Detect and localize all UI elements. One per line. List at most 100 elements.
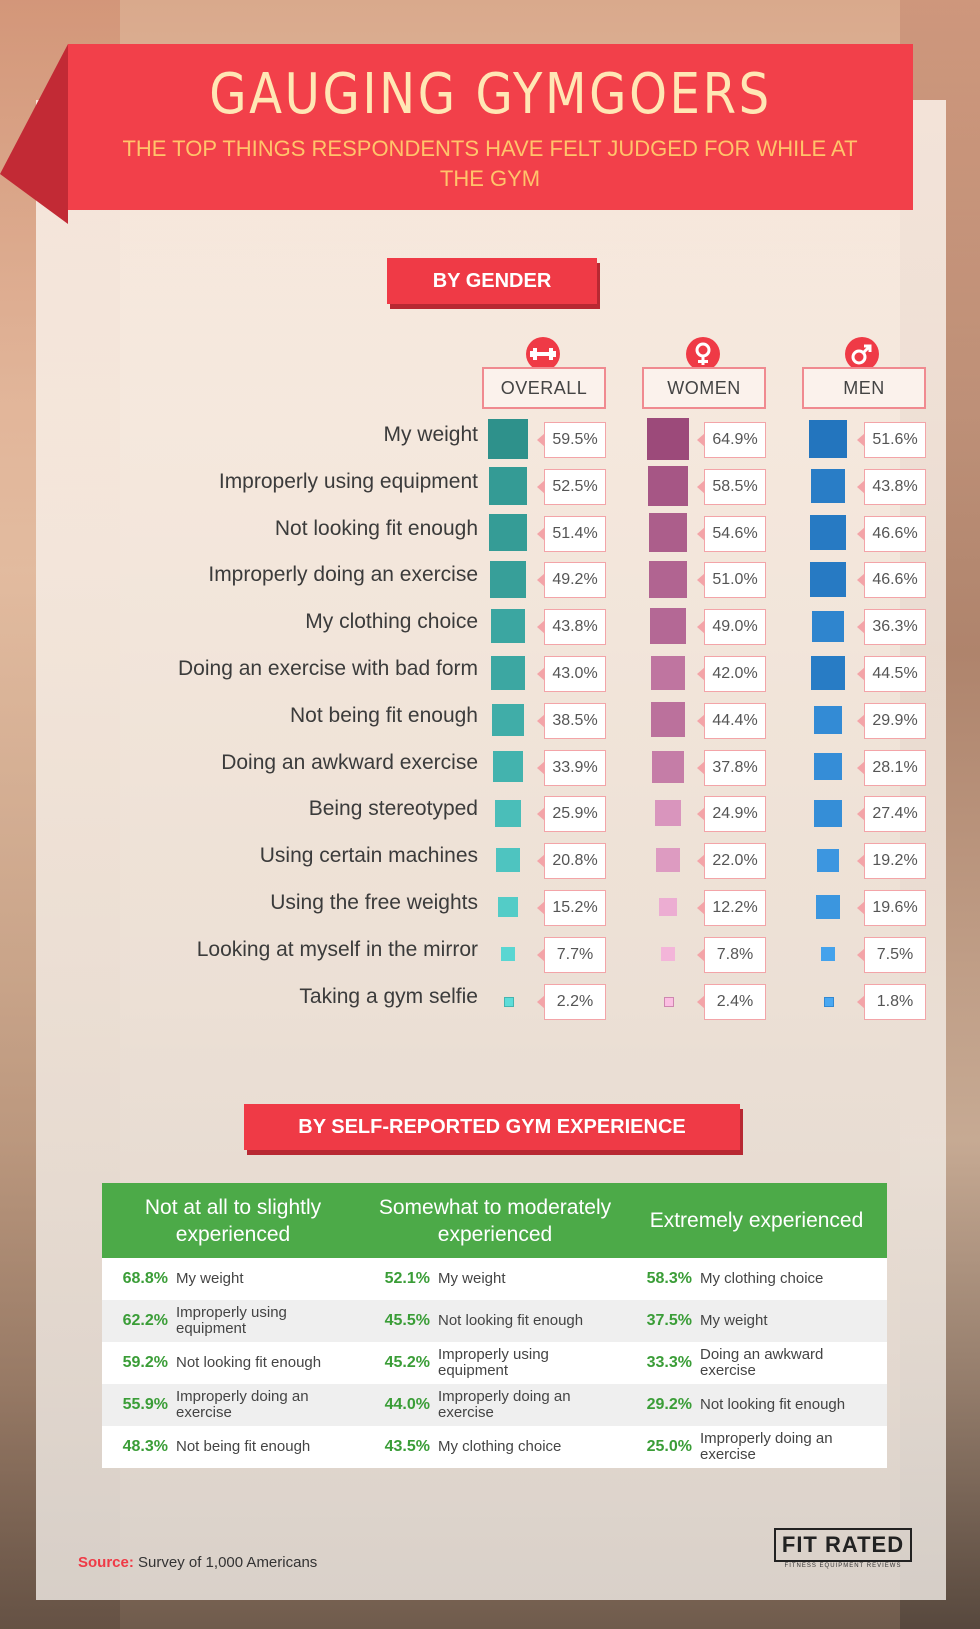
column-header-men: MEN [802,367,926,409]
value-square-overall [496,848,520,873]
experience-percent: 33.3% [646,1354,692,1371]
row-label: Improperly doing an exercise [208,563,478,587]
experience-label: Not looking fit enough [438,1312,584,1329]
value-label-women: 44.4% [697,702,766,739]
value-square-women [649,560,687,598]
experience-row: 29.2% Not looking fit enough [626,1384,887,1426]
value-square-overall [489,561,527,598]
experience-label: Improperly doing an exercise [176,1388,309,1421]
value-square-men [814,752,842,781]
experience-row: 43.5% My clothing choice [364,1426,626,1468]
experience-row: 62.2% Improperly using equipment [102,1300,364,1342]
experience-percent: 58.3% [646,1270,692,1287]
row-label: Improperly using equipment [218,469,478,493]
experience-percent: 44.0% [384,1396,430,1413]
value-square-men [816,848,840,872]
value-square-men [820,946,836,961]
value-label-women: 64.9% [697,422,766,458]
value-square-women [660,946,676,962]
value-square-women [648,465,688,506]
experience-percent: 29.2% [646,1396,692,1413]
value-square-women [648,513,688,552]
value-square-women [655,847,681,873]
row-label: Being stereotyped [308,797,478,821]
value-label-overall: 33.9% [537,749,606,786]
value-label-women: 54.6% [697,515,766,552]
row-label: Using certain machines [259,844,478,868]
value-label-men: 46.6% [857,562,926,599]
experience-label: Not being fit enough [176,1438,311,1455]
experience-label: My weight [176,1270,244,1287]
value-label-overall: 20.8% [537,843,606,880]
value-square-overall [489,513,527,552]
value-square-women [650,702,686,738]
male-symbol-icon [845,337,879,371]
value-square-men [810,468,846,504]
value-square-men [816,895,840,919]
experience-percent: 55.9% [122,1396,168,1413]
value-square-men [810,514,846,551]
experience-row: 33.3% Doing an awkward exercise [626,1342,887,1384]
value-label-women: 37.8% [697,749,766,786]
experience-row: 59.2% Not looking fit enough [102,1342,364,1384]
value-square-men [809,420,847,458]
experience-label: Improperly using equipment [176,1304,287,1337]
value-square-overall [489,466,527,505]
column-header-overall: OVERALL [482,367,606,409]
row-label: My clothing choice [305,610,478,634]
value-label-overall: 15.2% [537,890,606,926]
experience-label: My clothing choice [700,1270,824,1287]
value-label-women: 51.0% [697,562,766,599]
value-square-men [812,610,844,642]
value-label-overall: 7.7% [537,936,606,973]
source-label: Source: [78,1554,134,1571]
row-label: Looking at myself in the mirror [196,937,478,961]
row-label: Doing an exercise with bad form [178,657,478,680]
experience-percent: 45.5% [384,1312,430,1329]
experience-header-mid: Somewhat to moderately experienced [364,1183,626,1258]
value-square-women [651,750,684,783]
value-square-men [810,561,846,598]
experience-label: Improperly using equipment [438,1346,549,1379]
value-label-men: 1.8% [857,983,926,1020]
experience-row: 45.2% Improperly using equipment [364,1342,626,1384]
experience-row: 68.8% My weight [102,1258,364,1300]
row-label: Using the free weights [270,891,478,914]
row-label: My weight [383,423,478,446]
value-label-overall: 38.5% [537,702,606,739]
section-tag-gender: BY GENDER [387,258,597,304]
value-square-women [655,800,681,827]
value-square-women [651,656,685,690]
experience-label: Not looking fit enough [700,1396,846,1413]
value-label-men: 29.9% [857,702,926,739]
value-square-women [649,607,687,645]
value-label-women: 12.2% [697,890,766,926]
value-label-women: 2.4% [697,983,766,1020]
value-label-men: 51.6% [857,422,926,458]
experience-percent: 52.1% [384,1270,430,1287]
experience-percent: 37.5% [646,1312,692,1329]
page-subtitle: THE TOP THINGS RESPONDENTS HAVE FELT JUD… [122,136,858,191]
banner-fold [0,44,68,224]
value-label-men: 19.6% [857,890,926,926]
experience-row: 48.3% Not being fit enough [102,1426,364,1468]
value-square-women [663,996,675,1007]
experience-label: Not looking fit enough [176,1354,322,1371]
title-banner [68,44,913,210]
row-label: Not being fit enough [290,703,478,727]
experience-header-low: Not at all to slightly experienced [102,1183,364,1258]
value-square-women [647,418,689,460]
experience-row: 52.1% My weight [364,1258,626,1300]
experience-row: 25.0% Improperly doing an exercise [626,1426,887,1468]
value-label-men: 36.3% [857,609,926,646]
value-square-men [813,705,843,735]
experience-label: Improperly doing an exercise [438,1388,571,1421]
value-square-women [658,897,678,917]
experience-percent: 43.5% [384,1438,430,1455]
source-note: Source: Survey of 1,000 Americans [78,1554,317,1571]
value-label-overall: 52.5% [537,468,606,505]
value-square-overall [504,996,514,1007]
value-label-women: 22.0% [697,843,766,880]
experience-row: 55.9% Improperly doing an exercise [102,1384,364,1426]
value-label-men: 46.6% [857,515,926,552]
